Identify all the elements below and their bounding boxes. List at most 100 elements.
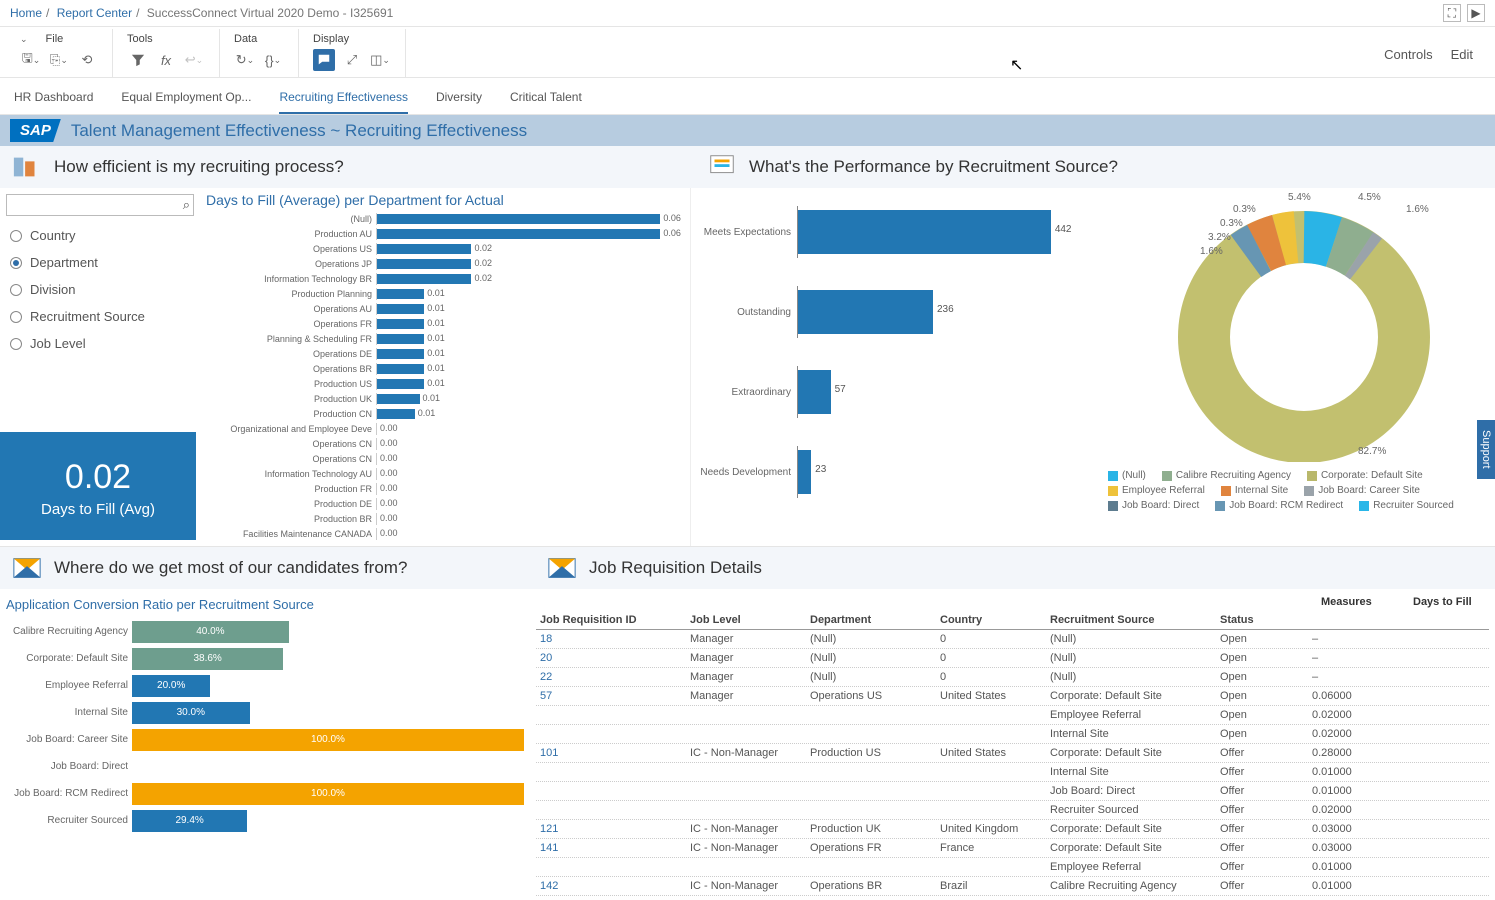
donut-label: 82.7% (1358, 446, 1386, 457)
legend-item: Internal Site (1221, 485, 1288, 496)
bar-row: Operations BR0.01 (206, 362, 684, 376)
filter-department[interactable]: Department (6, 249, 194, 276)
legend-item: Employee Referral (1108, 485, 1205, 496)
th[interactable]: Recruitment Source (1046, 611, 1216, 629)
refresh-circle-icon[interactable]: ⟲ (76, 49, 98, 71)
tab-3[interactable]: Diversity (436, 84, 482, 114)
table-row: 20Manager(Null)0(Null)Open– (536, 649, 1489, 668)
th[interactable]: Job Level (686, 611, 806, 629)
bar-row: Production FR0.00 (206, 482, 684, 496)
req-link[interactable]: 142 (540, 880, 558, 892)
donut-label: 5.4% (1288, 192, 1311, 203)
comment-icon[interactable] (313, 49, 335, 71)
legend-item: Recruiter Sourced (1359, 500, 1454, 511)
table-subrow: Recruiter SourcedOffer0.02000 (536, 801, 1489, 820)
tab-4[interactable]: Critical Talent (510, 84, 582, 114)
days-chart-title: Days to Fill (Average) per Department fo… (206, 192, 684, 208)
search-icon[interactable]: ⌕ (183, 197, 190, 213)
sh-left: How efficient is my recruiting process? (54, 157, 344, 177)
table-row: 142IC - Non-ManagerOperations BRBrazilCa… (536, 877, 1489, 896)
donut-label: 1.6% (1200, 246, 1223, 257)
envelope-icon-2 (547, 553, 577, 583)
filter-job-level[interactable]: Job Level (6, 330, 194, 357)
table-subrow: Internal SiteOffer0.01000 (536, 763, 1489, 782)
conv-row: Internal Site30.0% (6, 699, 524, 726)
conv-row: Employee Referral20.0% (6, 672, 524, 699)
table-subrow: Job Board: DirectOffer0.01000 (536, 782, 1489, 801)
fx-icon[interactable]: fx (155, 49, 177, 71)
filter-recruitment-source[interactable]: Recruitment Source (6, 303, 194, 330)
th[interactable]: Job Requisition ID (536, 611, 686, 629)
th[interactable] (1308, 611, 1388, 629)
chat-icon (707, 152, 737, 182)
support-tab[interactable]: Support (1477, 420, 1495, 479)
req-link[interactable]: 57 (540, 690, 552, 702)
ribbon: ⌄File 🖫⌄ ⎘⌄ ⟲ Tools fx ↩⌄ Data ↻⌄ {}⌄ Di… (0, 27, 1495, 78)
table-row: 22Manager(Null)0(Null)Open– (536, 668, 1489, 687)
bar-row: Operations CN0.00 (206, 452, 684, 466)
req-table: Measures Days to Fill Job Requisition ID… (530, 589, 1495, 900)
save-icon[interactable]: 🖫⌄ (20, 49, 42, 71)
req-link[interactable]: 22 (540, 671, 552, 683)
bar-row: Planning & Scheduling FR0.01 (206, 332, 684, 346)
legend-item: (Null) (1108, 470, 1146, 481)
bc-home[interactable]: Home (10, 6, 42, 20)
tab-2[interactable]: Recruiting Effectiveness (279, 84, 408, 114)
th-measures: Measures (1317, 593, 1409, 611)
braces-icon[interactable]: {}⌄ (262, 49, 284, 71)
tabs: HR Dashboard Equal Employment Op... Recrui… (0, 78, 1495, 115)
table-row: 18Manager(Null)0(Null)Open– (536, 630, 1489, 649)
req-link[interactable]: 20 (540, 652, 552, 664)
bar-row: Operations AU0.01 (206, 302, 684, 316)
perf-row: Meets Expectations442 (697, 192, 1084, 272)
edit-link[interactable]: Edit (1451, 47, 1473, 62)
conv-row: Job Board: Career Site100.0% (6, 726, 524, 753)
kpi-value: 0.02 (4, 458, 192, 497)
req-link[interactable]: 18 (540, 633, 552, 645)
bc-page: SuccessConnect Virtual 2020 Demo - I3256… (147, 6, 394, 20)
play-icon[interactable]: ▶ (1467, 4, 1485, 22)
expand-icon[interactable]: ⤢ (341, 49, 363, 71)
conv-row: Recruiter Sourced29.4% (6, 807, 524, 834)
link-icon[interactable]: ↩⌄ (183, 49, 205, 71)
req-link[interactable]: 121 (540, 823, 558, 835)
perf-row: Outstanding236 (697, 272, 1084, 352)
tab-0[interactable]: HR Dashboard (14, 84, 93, 114)
filter-division[interactable]: Division (6, 276, 194, 303)
bar-row: Production Planning0.01 (206, 287, 684, 301)
table-row: 121IC - Non-ManagerProduction UKUnited K… (536, 820, 1489, 839)
conv-row: Calibre Recruiting Agency40.0% (6, 618, 524, 645)
th[interactable]: Status (1216, 611, 1308, 629)
req-link[interactable]: 101 (540, 747, 558, 759)
bc-center[interactable]: Report Center (57, 6, 132, 20)
refresh-icon[interactable]: ↻⌄ (234, 49, 256, 71)
search-input[interactable] (6, 194, 194, 216)
bar-row: Operations JP0.02 (206, 257, 684, 271)
filter-panel: ⌕ CountryDepartmentDivisionRecruitment S… (0, 188, 200, 546)
bar-row: Operations US0.02 (206, 242, 684, 256)
perf-chart: Meets Expectations442Outstanding236Extra… (690, 188, 1090, 546)
rg-file: File (46, 33, 64, 45)
donut-label: 1.6% (1406, 204, 1429, 215)
table-row: 57ManagerOperations USUnited StatesCorpo… (536, 687, 1489, 706)
filter-country[interactable]: Country (6, 222, 194, 249)
table-subrow: Employee ReferralOpen0.02000 (536, 706, 1489, 725)
req-link[interactable]: 141 (540, 842, 558, 854)
bookmark-icon[interactable]: ◫⌄ (369, 49, 391, 71)
bar-row: Information Technology BR0.02 (206, 272, 684, 286)
controls-link[interactable]: Controls (1384, 47, 1432, 62)
copy-icon[interactable]: ⎘⌄ (48, 49, 70, 71)
table-subrow: Employee ReferralOffer0.01000 (536, 858, 1489, 877)
th[interactable]: Department (806, 611, 936, 629)
conversion-chart: Application Conversion Ratio per Recruit… (0, 589, 530, 900)
fullscreen-icon[interactable]: ⛶ (1443, 4, 1461, 22)
donut-label: 0.3% (1233, 204, 1256, 215)
tab-1[interactable]: Equal Employment Op... (121, 84, 251, 114)
filter-icon[interactable] (127, 49, 149, 71)
sh2-right: Job Requisition Details (589, 558, 762, 578)
bar-row: Production US0.01 (206, 377, 684, 391)
collapse-icon[interactable]: ⌄ (20, 34, 28, 45)
kpi-tile: 0.02 Days to Fill (Avg) (0, 432, 196, 540)
breadcrumb: Home/ Report Center/ SuccessConnect Virt… (0, 0, 1495, 27)
th[interactable]: Country (936, 611, 1046, 629)
